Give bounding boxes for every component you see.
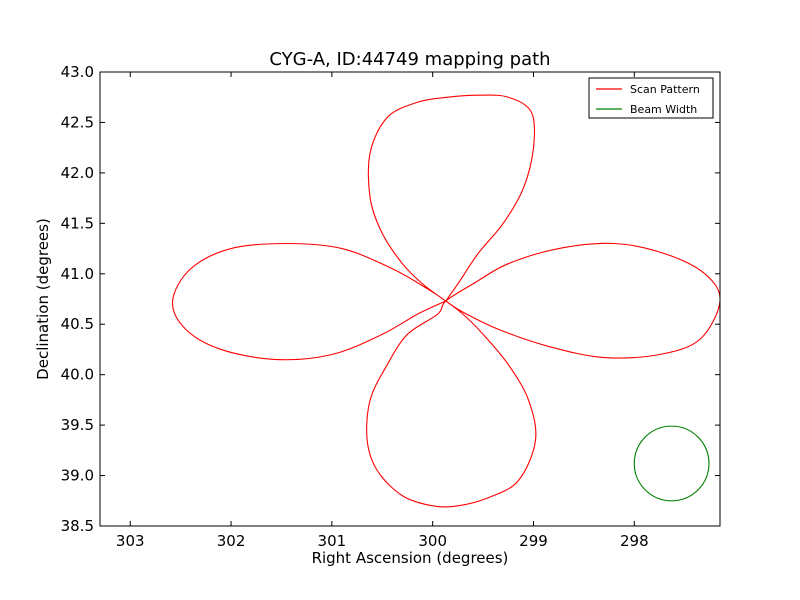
x-tick-label: 300 bbox=[418, 532, 447, 550]
x-tick-label: 303 bbox=[116, 532, 145, 550]
legend-box bbox=[588, 77, 714, 119]
legend-scan-pattern-label: Scan Pattern bbox=[630, 83, 700, 96]
x-tick-label: 299 bbox=[519, 532, 548, 550]
y-tick-label: 39.0 bbox=[61, 467, 94, 485]
y-tick-label: 42.5 bbox=[61, 113, 94, 131]
legend-beam-width-label: Beam Width bbox=[630, 103, 697, 116]
x-tick-label: 298 bbox=[620, 532, 649, 550]
x-axis-label: Right Ascension (degrees) bbox=[312, 549, 509, 567]
y-tick-label: 38.5 bbox=[61, 517, 94, 535]
x-tick-label: 301 bbox=[318, 532, 347, 550]
x-tick-label: 302 bbox=[217, 532, 246, 550]
y-axis-label: Declination (degrees) bbox=[34, 218, 52, 380]
chart-title: CYG-A, ID:44749 mapping path bbox=[269, 49, 550, 70]
y-tick-label: 39.5 bbox=[61, 416, 94, 434]
y-tick-label: 40.5 bbox=[61, 315, 94, 333]
plot-frame bbox=[99, 71, 721, 527]
y-tick-label: 42.0 bbox=[61, 164, 94, 182]
y-tick-label: 41.5 bbox=[61, 214, 94, 232]
beam-width-circle bbox=[633, 425, 710, 502]
legend: Scan Pattern Beam Width bbox=[588, 77, 714, 119]
y-tick-label: 40.0 bbox=[61, 366, 94, 384]
scan-pattern-line bbox=[172, 94, 720, 508]
y-tick-label: 43.0 bbox=[61, 63, 94, 81]
y-tick-label: 41.0 bbox=[61, 265, 94, 283]
